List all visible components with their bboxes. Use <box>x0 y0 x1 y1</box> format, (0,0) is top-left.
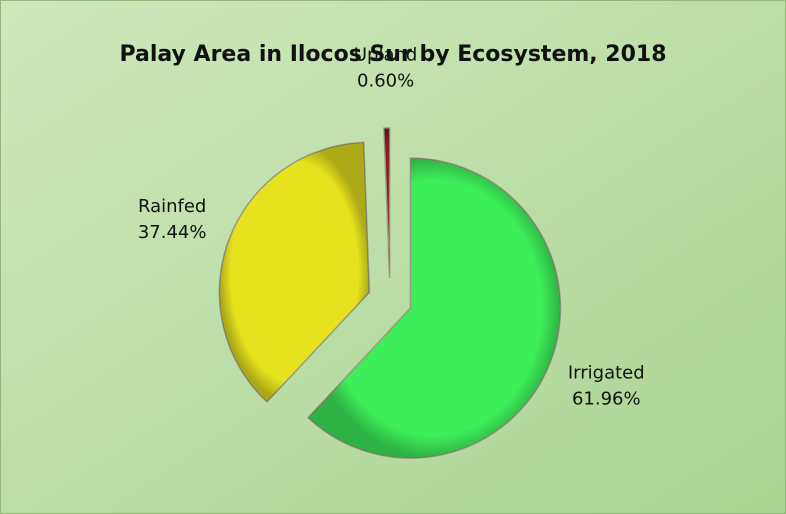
slice-label: Upland <box>354 45 417 66</box>
slice-label: Irrigated <box>568 362 645 383</box>
slice-value-label: 61.96% <box>572 388 641 409</box>
slice-label: Rainfed <box>138 196 206 217</box>
slice-value-label: 0.60% <box>357 71 414 92</box>
chart-title: Palay Area in Ilocos Sur by Ecosystem, 2… <box>119 42 666 67</box>
slice-value-label: 37.44% <box>138 222 207 243</box>
